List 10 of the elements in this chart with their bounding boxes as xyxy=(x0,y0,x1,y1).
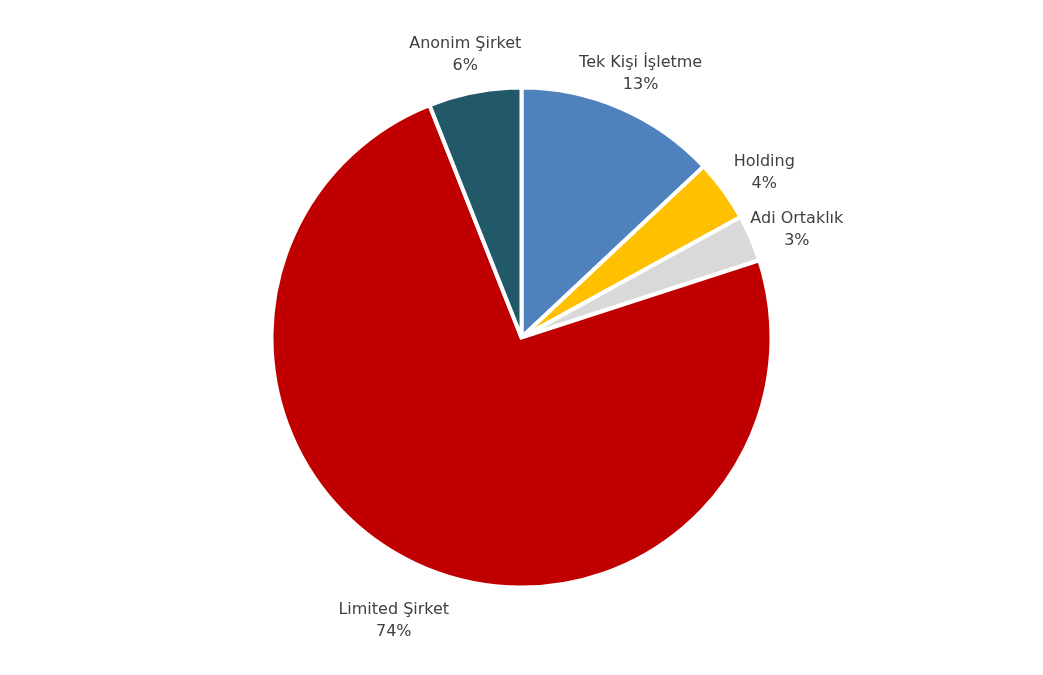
data-label: 13% xyxy=(622,74,659,94)
slice-label: Holding xyxy=(733,151,795,171)
data-label: 6% xyxy=(452,54,478,74)
data-label: 3% xyxy=(784,230,810,250)
data-label: 74% xyxy=(375,620,412,640)
data-label: 4% xyxy=(751,173,777,193)
slice-label: Limited Şirket xyxy=(338,598,450,618)
slice-label: Tek Kişi İşletme xyxy=(578,52,703,72)
slice-label: Anonim Şirket xyxy=(409,32,522,52)
slice-label: Adi Ortaklık xyxy=(750,208,845,228)
